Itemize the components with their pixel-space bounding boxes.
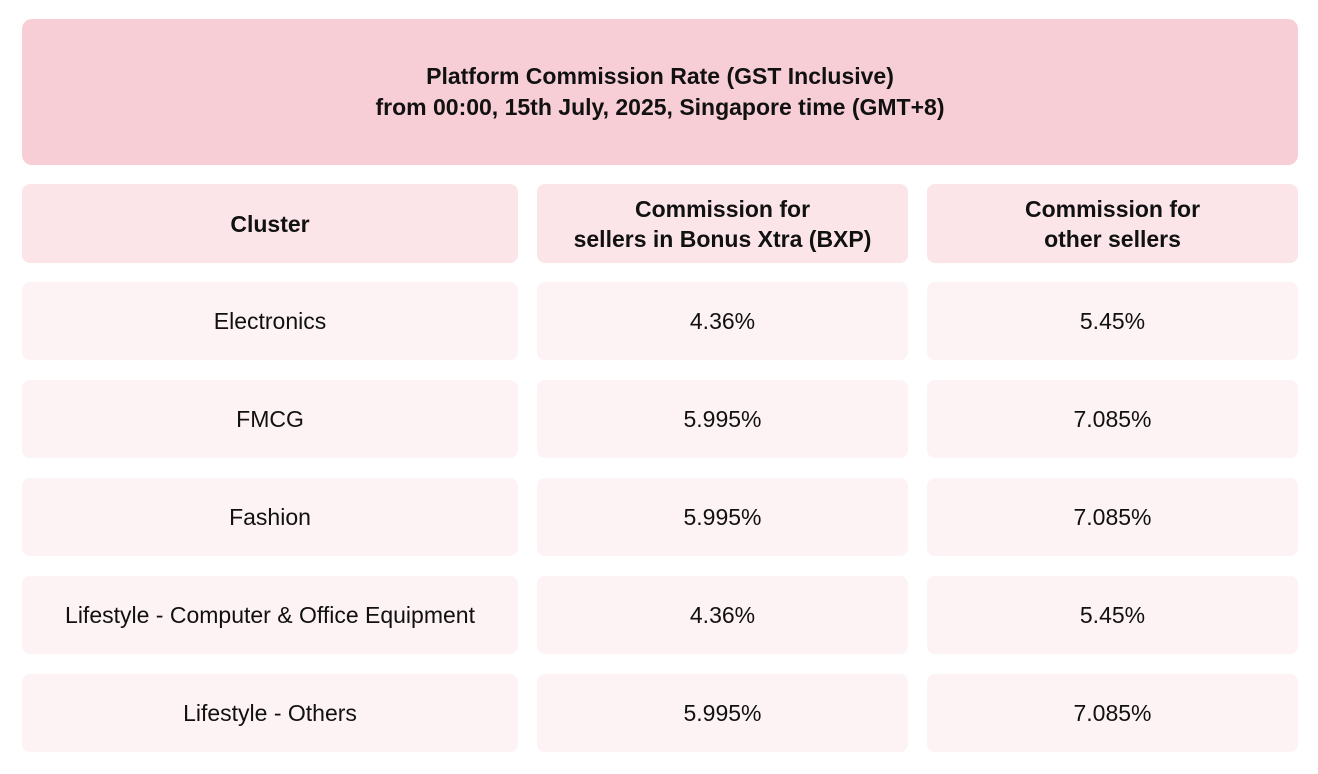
commission-rate-banner: Platform Commission Rate (GST Inclusive)… <box>22 19 1298 165</box>
table-row-other-rate: 7.085% <box>927 674 1298 752</box>
banner-title: Platform Commission Rate (GST Inclusive) <box>426 63 894 89</box>
header-other-line2: other sellers <box>1044 225 1181 252</box>
table-row-other-rate: 7.085% <box>927 380 1298 458</box>
table-row-bxp-rate: 5.995% <box>537 478 908 556</box>
table-row-other-rate: 5.45% <box>927 576 1298 654</box>
table-row-cluster: Lifestyle - Computer & Office Equipment <box>22 576 518 654</box>
header-cluster-label: Cluster <box>230 210 310 237</box>
header-cluster: Cluster <box>22 184 518 263</box>
table-row-bxp-rate: 4.36% <box>537 576 908 654</box>
table-row-bxp-rate: 4.36% <box>537 282 908 360</box>
table-row-cluster: FMCG <box>22 380 518 458</box>
table-row-bxp-rate: 5.995% <box>537 380 908 458</box>
header-other-line1: Commission for <box>1024 195 1201 222</box>
table-row-other-rate: 5.45% <box>927 282 1298 360</box>
header-bxp-commission: Commission for sellers in Bonus Xtra (BX… <box>537 184 908 263</box>
banner-subtitle: from 00:00, 15th July, 2025, Singapore t… <box>375 94 945 120</box>
header-other-commission: Commission for other sellers <box>927 184 1298 263</box>
table-row-bxp-rate: 5.995% <box>537 674 908 752</box>
table-row-cluster: Electronics <box>22 282 518 360</box>
table-row-cluster: Fashion <box>22 478 518 556</box>
table-row-cluster: Lifestyle - Others <box>22 674 518 752</box>
table-row-other-rate: 7.085% <box>927 478 1298 556</box>
header-bxp-line2: sellers in Bonus Xtra (BXP) <box>573 225 872 252</box>
header-bxp-line1: Commission for <box>634 195 811 222</box>
